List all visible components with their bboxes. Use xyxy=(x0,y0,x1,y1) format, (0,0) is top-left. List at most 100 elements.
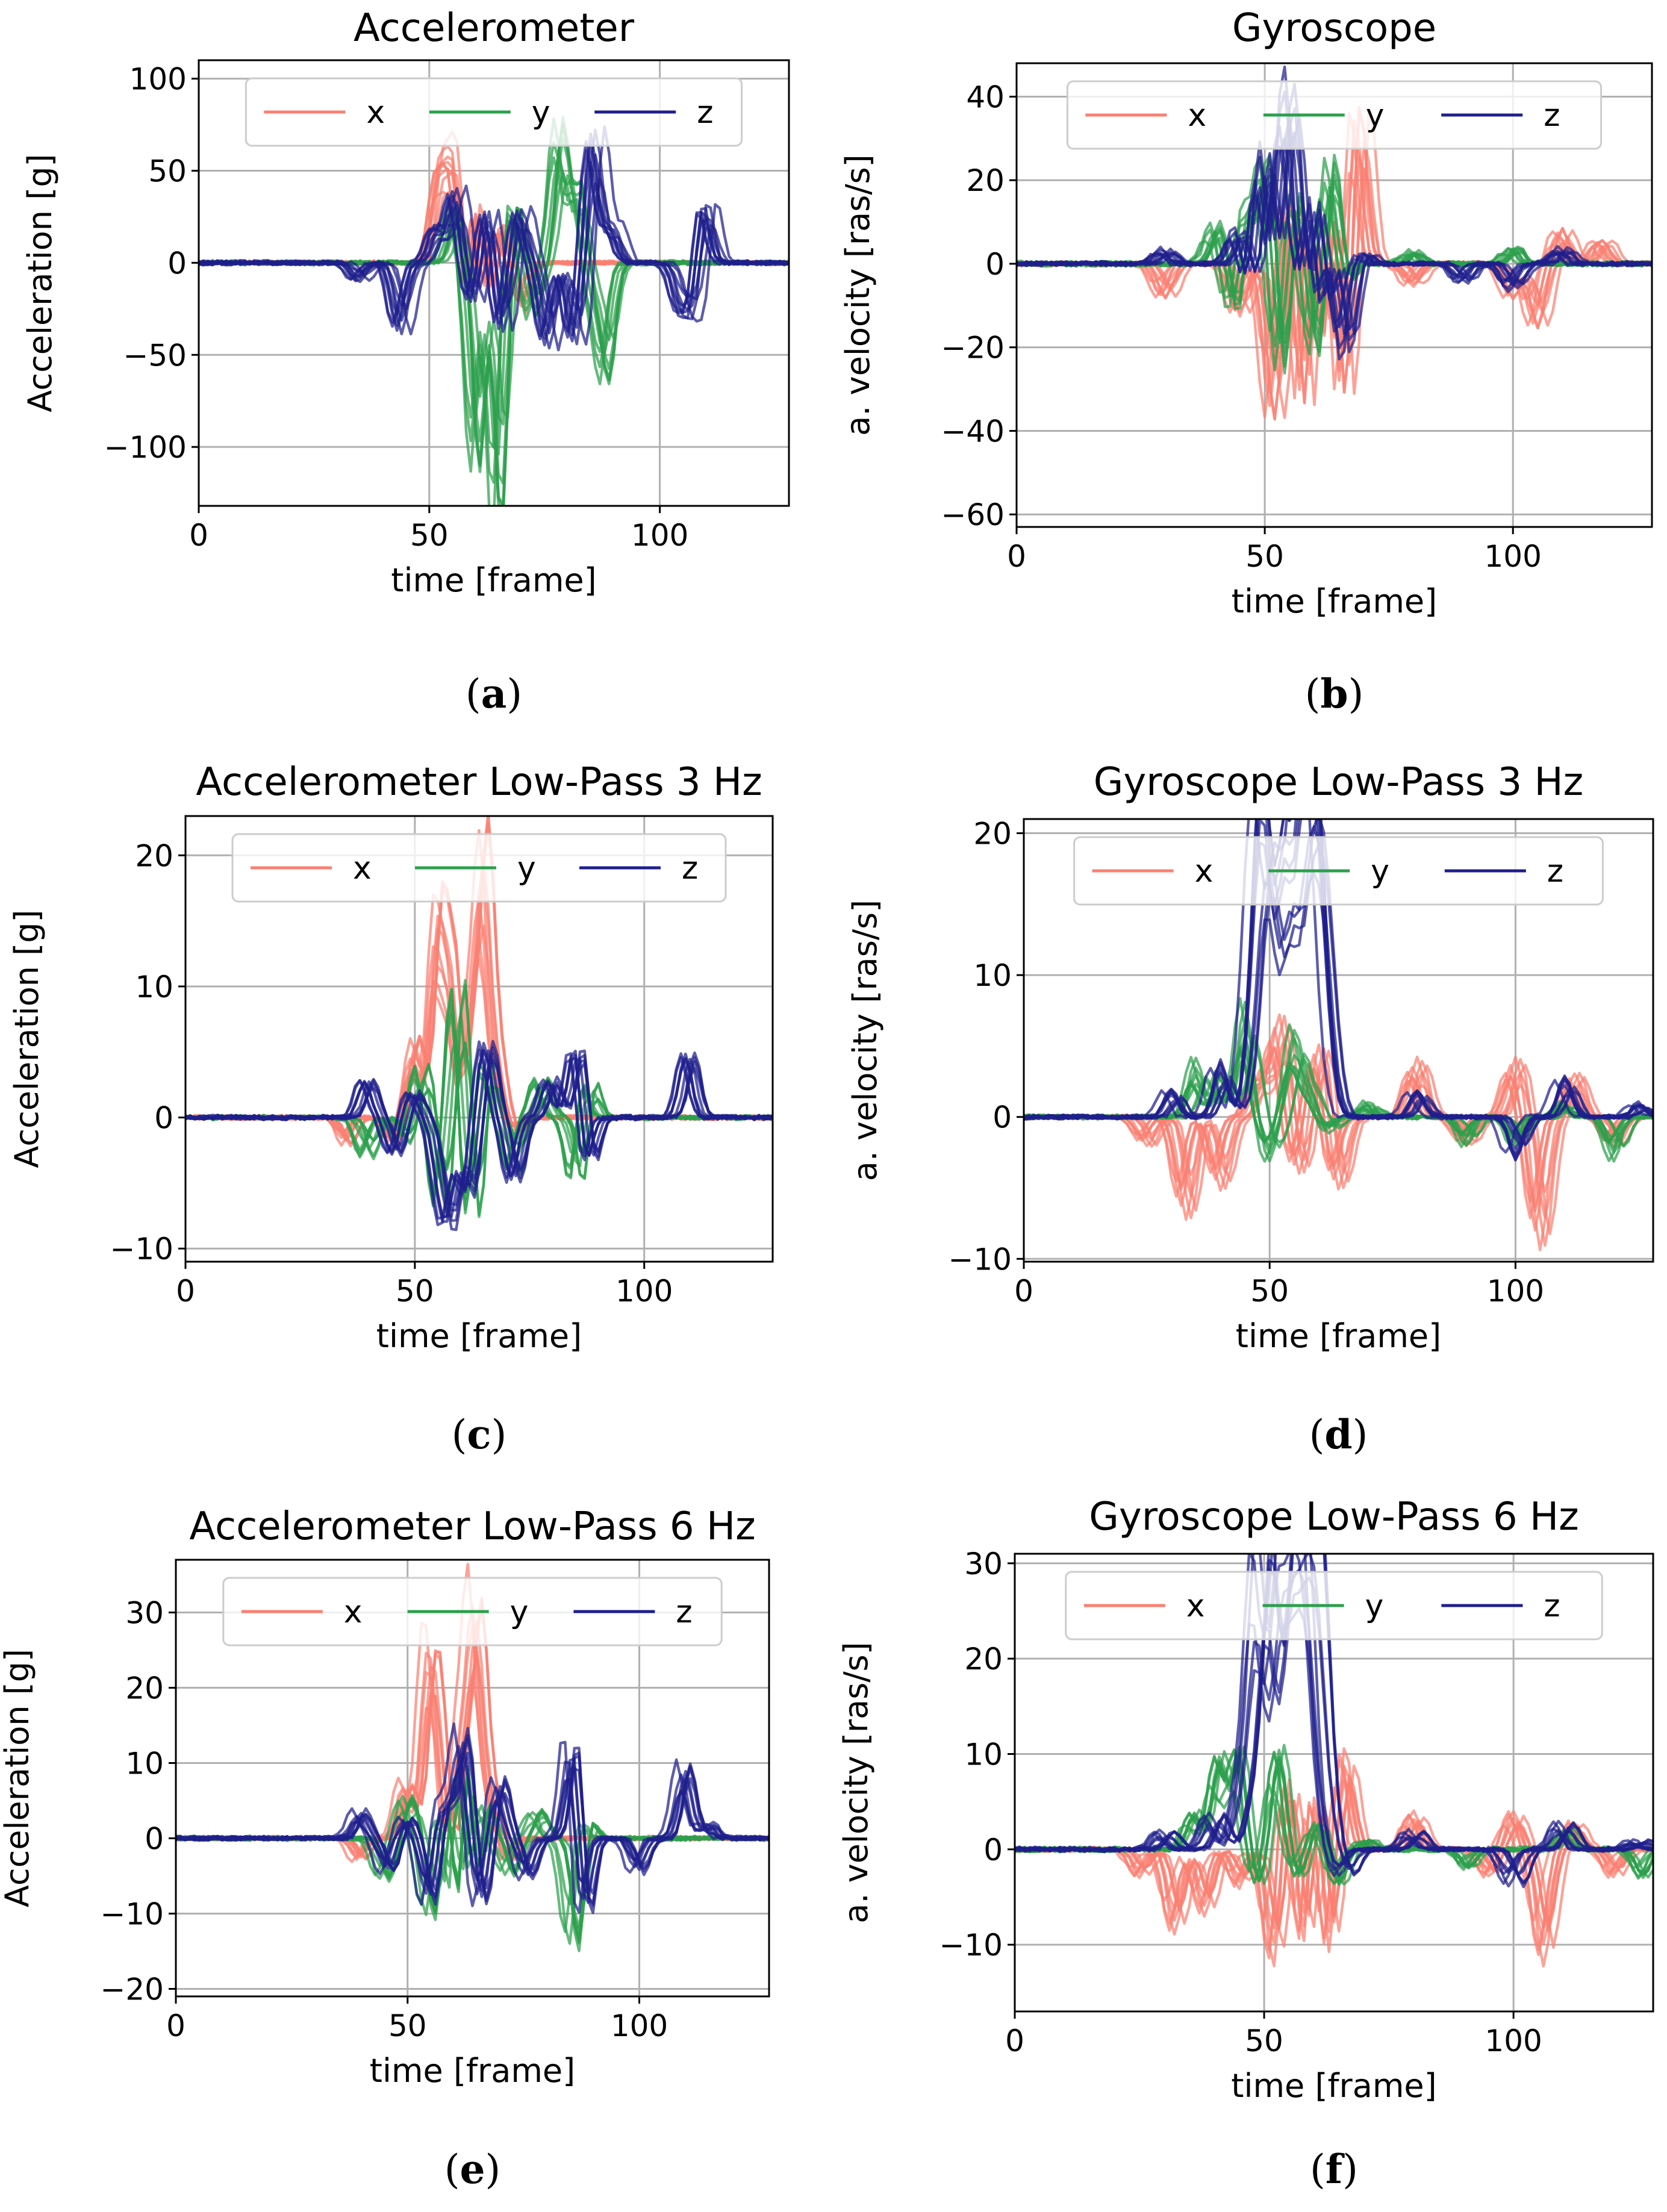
chart-b: 0 50 100 −60 −40 −20 0 20 40 time [frame] a. veloc… xyxy=(839,6,1653,717)
caption: (e) xyxy=(444,2146,501,2193)
series-group xyxy=(1024,819,1653,1251)
y-axis-label: a. velocity [ras/s] xyxy=(837,1642,875,1924)
y-tick-label: 40 xyxy=(966,79,1005,114)
y-tick-label: 20 xyxy=(135,838,173,873)
legend-label-x: x xyxy=(1188,98,1206,134)
y-tick-label: 30 xyxy=(964,1547,1003,1581)
legend-label-x: x xyxy=(1195,853,1214,889)
x-tick-label: 0 xyxy=(1005,2024,1024,2058)
y-tick-label: 30 xyxy=(125,1596,164,1631)
y-tick-label: 0 xyxy=(992,1100,1012,1135)
legend-label-x: x xyxy=(353,850,372,886)
series-group xyxy=(199,116,789,506)
x-tick-label: 100 xyxy=(1485,539,1542,574)
plot-frame xyxy=(1014,1553,1654,2013)
series-group xyxy=(185,816,773,1232)
y-tick-label: 10 xyxy=(125,1746,164,1781)
legend-label-y: y xyxy=(1365,1588,1384,1624)
y-axis-label: a. velocity [ras/s] xyxy=(839,154,877,436)
plot-frame xyxy=(184,815,774,1263)
chart-title: Gyroscope Low-Pass 3 Hz xyxy=(1094,760,1583,805)
y-axis-label: Acceleration [g] xyxy=(8,909,46,1168)
plot-frame xyxy=(1015,62,1653,528)
legend-label-y: y xyxy=(1371,853,1389,889)
y-tick-label: −10 xyxy=(110,1232,173,1266)
plot-frame xyxy=(1023,818,1654,1263)
chart-f: 0 50 100 −10 0 10 20 30 time [frame] a. velocity … xyxy=(837,1495,1654,2193)
y-tick-label: −10 xyxy=(939,1928,1003,1963)
series-line-z xyxy=(199,128,789,350)
chart-title: Gyroscope Low-Pass 6 Hz xyxy=(1089,1495,1578,1539)
x-axis-label: time [frame] xyxy=(1232,582,1437,620)
x-tick-label: 50 xyxy=(410,518,449,553)
caption: (f) xyxy=(1310,2146,1358,2193)
chart-title: Accelerometer xyxy=(354,6,635,51)
series-line-z xyxy=(1024,819,1653,1147)
y-tick-label: −10 xyxy=(100,1897,164,1932)
y-tick-label: 10 xyxy=(973,958,1012,993)
y-axis-label: Acceleration [g] xyxy=(0,1649,36,1907)
legend-label-y: y xyxy=(510,1594,529,1630)
chart-e: 0 50 100 −20 −10 0 10 20 30 time [frame] Accelerat… xyxy=(0,1504,770,2193)
series-line-z xyxy=(1024,819,1653,1150)
x-tick-label: 50 xyxy=(1245,539,1284,574)
y-tick-label: −10 xyxy=(948,1242,1012,1277)
legend-label-z: z xyxy=(697,95,713,131)
legend-label-z: z xyxy=(1547,853,1563,889)
y-tick-label: −20 xyxy=(941,331,1005,366)
legend-label-x: x xyxy=(344,1594,363,1630)
y-tick-label: 0 xyxy=(983,1833,1003,1868)
x-tick-label: 100 xyxy=(611,2008,668,2043)
y-tick-label: 20 xyxy=(125,1671,164,1706)
series-line-z xyxy=(1017,83,1652,354)
y-tick-label: −20 xyxy=(100,1972,164,2007)
chart-title: Accelerometer Low-Pass 3 Hz xyxy=(196,760,762,805)
x-axis-label: time [frame] xyxy=(1231,2067,1436,2105)
y-tick-label: 0 xyxy=(145,1822,164,1857)
legend-label-y: y xyxy=(532,95,550,131)
caption: (c) xyxy=(452,1411,507,1458)
x-axis-label: time [frame] xyxy=(370,2052,575,2090)
legend-label-y: y xyxy=(517,850,536,886)
y-tick-label: 50 xyxy=(148,154,187,188)
x-tick-label: 0 xyxy=(176,1274,195,1309)
x-tick-label: 0 xyxy=(1007,539,1026,574)
y-tick-label: −100 xyxy=(104,430,187,465)
chart-a: 0 50 100 −100 −50 0 50 100 time [frame] Accelerat… xyxy=(21,6,790,717)
y-axis-label: Acceleration [g] xyxy=(21,154,59,412)
series-group xyxy=(1017,65,1652,421)
series-group xyxy=(176,1563,769,1952)
x-tick-label: 100 xyxy=(631,518,688,553)
x-axis-label: time [frame] xyxy=(391,561,596,599)
plot-frame xyxy=(198,59,790,507)
x-tick-label: 50 xyxy=(388,2008,427,2043)
series-group xyxy=(1015,1554,1653,1968)
y-tick-label: 0 xyxy=(985,247,1005,282)
series-line-z xyxy=(176,1722,769,1914)
series-line-z xyxy=(176,1751,769,1895)
plot-frame xyxy=(175,1559,770,1998)
y-tick-label: 10 xyxy=(135,970,173,1005)
chart-title: Accelerometer Low-Pass 6 Hz xyxy=(189,1504,755,1549)
x-tick-label: 50 xyxy=(1245,2024,1283,2058)
series-line-z xyxy=(1015,1554,1653,1888)
legend-label-z: z xyxy=(676,1594,692,1630)
legend-label-x: x xyxy=(1186,1588,1205,1624)
y-tick-label: 0 xyxy=(167,246,187,281)
y-tick-label: 0 xyxy=(154,1101,173,1136)
legend-label-x: x xyxy=(366,95,385,131)
legend-label-z: z xyxy=(682,850,698,886)
x-tick-label: 0 xyxy=(1014,1274,1033,1309)
y-tick-label: −60 xyxy=(941,497,1005,532)
y-tick-label: 20 xyxy=(964,1642,1003,1677)
x-tick-label: 50 xyxy=(396,1274,434,1309)
caption: (a) xyxy=(466,670,522,717)
x-tick-label: 100 xyxy=(615,1274,673,1309)
legend-label-z: z xyxy=(1544,98,1560,134)
y-axis-label: a. velocity [ras/s] xyxy=(846,900,884,1182)
x-tick-label: 100 xyxy=(1485,2024,1542,2058)
x-tick-label: 0 xyxy=(166,2008,185,2043)
